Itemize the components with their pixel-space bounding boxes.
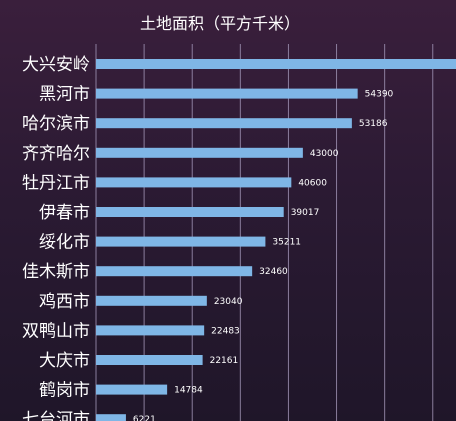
chart-title: 土地面积（平方千米）: [140, 14, 300, 33]
category-labels: 大兴安岭黑河市哈尔滨市齐齐哈尔牡丹江市伊春市绥化市佳木斯市鸡西市双鸭山市大庆市鹤…: [22, 55, 90, 421]
bar: [96, 147, 303, 158]
bar: [96, 177, 292, 188]
category-label: 佳木斯市: [22, 262, 90, 282]
value-label: 22483: [211, 326, 240, 336]
category-label: 大庆市: [39, 351, 90, 371]
value-label: 35211: [272, 238, 301, 248]
category-label: 鸡西市: [39, 292, 90, 312]
value-label: 53186: [359, 119, 388, 129]
category-label: 绥化市: [39, 233, 90, 253]
category-label: 伊春市: [39, 203, 90, 223]
bar: [96, 384, 168, 395]
value-label: 6221: [133, 415, 156, 421]
value-label: 22161: [210, 356, 239, 366]
value-labels: 8460054390531864300040600390173521132460…: [133, 90, 394, 421]
value-label: 43000: [310, 149, 339, 159]
category-label: 黑河市: [39, 85, 90, 105]
bar: [96, 414, 126, 421]
value-label: 40600: [298, 178, 327, 188]
value-label: 14784: [174, 386, 203, 396]
category-label: 鹤岗市: [39, 381, 90, 401]
bar: [96, 88, 358, 99]
category-label: 双鸭山市: [22, 321, 90, 341]
category-label: 哈尔滨市: [22, 114, 90, 134]
value-label: 32460: [259, 267, 288, 277]
category-label: 齐齐哈尔: [22, 144, 90, 164]
bar: [96, 118, 352, 129]
bar: [96, 295, 207, 306]
bars: [96, 59, 456, 421]
bar: [96, 59, 456, 69]
category-label: 大兴安岭: [22, 55, 90, 75]
bar: [96, 207, 284, 217]
value-label: 23040: [214, 297, 243, 307]
grid-lines: [95, 44, 434, 421]
value-label: 54390: [365, 90, 394, 100]
value-label: 39017: [291, 208, 320, 218]
category-label: 牡丹江市: [22, 173, 90, 193]
category-label: 七台河市: [22, 410, 90, 421]
bar: [96, 266, 253, 277]
bar: [96, 236, 266, 247]
bar: [96, 355, 203, 365]
bar: [96, 325, 205, 336]
